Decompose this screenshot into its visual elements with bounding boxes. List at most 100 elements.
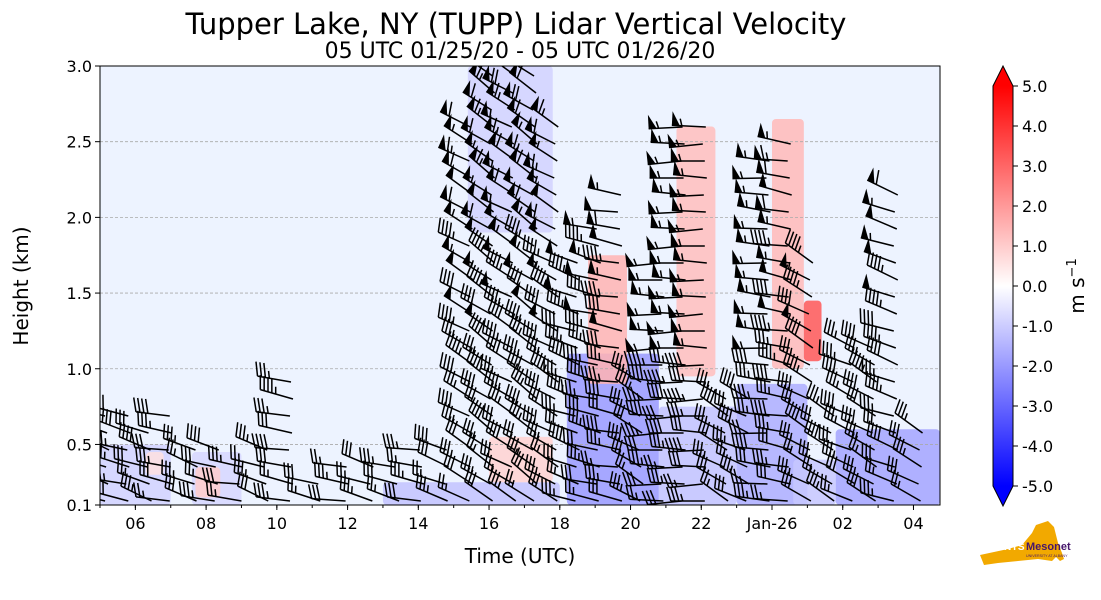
wind-barb	[666, 486, 705, 502]
wind-barb	[750, 484, 788, 502]
wind-barb	[669, 182, 704, 198]
wind-barb	[621, 386, 662, 402]
wind-barb	[886, 455, 919, 485]
wind-barb	[502, 81, 534, 111]
wind-barb	[462, 417, 492, 451]
y-tick-label: 1.5	[67, 284, 92, 303]
wind-barb	[100, 443, 130, 468]
wind-barb	[582, 329, 620, 349]
wind-barb	[480, 270, 513, 298]
wind-barb	[860, 224, 894, 247]
wind-barb	[100, 429, 108, 434]
wind-barb	[580, 280, 618, 298]
wind-barb	[508, 66, 537, 94]
updraft-region	[145, 452, 164, 475]
wind-barb	[734, 178, 769, 196]
colorbar-tick-label: 1.0	[1022, 237, 1047, 256]
wind-barb	[735, 142, 770, 162]
y-axis-ticks: 0.1 0.5 1.0 1.5 2.0 2.5 3.0	[67, 57, 100, 515]
wind-barb	[586, 209, 621, 230]
wind-barb	[504, 383, 535, 417]
wind-barb	[866, 167, 899, 196]
wind-barb	[667, 133, 703, 149]
wind-barb	[751, 278, 789, 298]
wind-barb	[134, 446, 171, 468]
updraft-region	[676, 126, 716, 377]
wind-barb	[582, 244, 620, 264]
wind-barb	[524, 116, 556, 145]
wind-barb	[672, 245, 707, 264]
wind-barb	[800, 403, 832, 434]
wind-barb	[650, 128, 685, 145]
wind-barb	[251, 433, 290, 451]
x-tick-label: 20	[620, 514, 640, 533]
wind-barb	[336, 461, 371, 485]
wind-barb	[629, 315, 664, 332]
x-tick-label: 02	[833, 514, 853, 533]
y-tick-label: 0.5	[67, 435, 92, 454]
wind-barb	[692, 438, 725, 468]
wind-barb	[733, 298, 768, 315]
x-tick-label: 08	[196, 514, 216, 533]
chart-title: Tupper Lake, NY (TUPP) Lidar Vertical Ve…	[185, 7, 847, 41]
wind-barb	[735, 227, 770, 247]
wind-barb	[732, 334, 767, 350]
wind-barb	[672, 160, 707, 179]
wind-barb	[583, 195, 618, 213]
wind-barb	[564, 392, 599, 417]
wind-barb	[614, 450, 644, 485]
wind-barb	[545, 238, 578, 264]
wind-barb	[468, 227, 496, 264]
wind-barb	[115, 408, 149, 434]
wind-barb	[313, 461, 349, 485]
wind-barb	[502, 166, 534, 196]
wind-barb	[862, 188, 896, 213]
wind-barb	[186, 423, 219, 451]
colorbar-gradient	[993, 86, 1013, 486]
wind-barb	[502, 419, 534, 451]
updraft-region	[772, 118, 804, 369]
wind-barb	[522, 151, 555, 179]
wind-barb	[784, 314, 814, 349]
wind-barb	[562, 428, 598, 451]
wind-barb	[460, 453, 491, 485]
wind-barb	[543, 442, 577, 468]
y-tick-label: 1.0	[67, 360, 92, 379]
wind-barb	[460, 368, 491, 400]
wind-barb	[607, 421, 640, 451]
wind-barb	[731, 347, 769, 366]
wind-barb	[784, 229, 814, 264]
wind-barb	[756, 158, 790, 179]
wind-barb	[438, 134, 470, 162]
updraft-region	[803, 300, 822, 362]
wind-barb	[548, 250, 580, 281]
wind-barb	[384, 482, 421, 502]
y-tick-label: 2.5	[67, 133, 92, 152]
wind-barb	[255, 361, 292, 383]
wind-barb	[840, 404, 873, 434]
wind-barb	[647, 199, 683, 215]
wind-barb	[139, 460, 173, 485]
wind-barb	[100, 394, 129, 417]
wind-barb	[201, 467, 240, 485]
wind-barb	[205, 480, 242, 502]
y-tick-label: 2.0	[67, 208, 92, 227]
wind-barb	[643, 454, 683, 470]
wind-barb	[699, 467, 729, 502]
wind-barb	[390, 460, 425, 485]
wind-barb	[727, 419, 767, 435]
wind-barb	[437, 217, 470, 247]
y-tick-label: 3.0	[67, 57, 92, 76]
colorbar-tick-label: 0.0	[1022, 277, 1047, 296]
colorbar-tick-label: -1.0	[1022, 317, 1053, 336]
wind-barb	[647, 114, 683, 130]
wind-barb	[100, 406, 131, 434]
wind-barb	[560, 464, 597, 485]
wind-barb	[131, 433, 169, 451]
wind-barb	[628, 266, 663, 281]
wind-barb	[113, 444, 148, 468]
wind-barb	[460, 200, 491, 230]
wind-barb	[257, 410, 293, 434]
logo-sub-text: UNIVERSITY AT ALBANY	[1026, 554, 1068, 558]
